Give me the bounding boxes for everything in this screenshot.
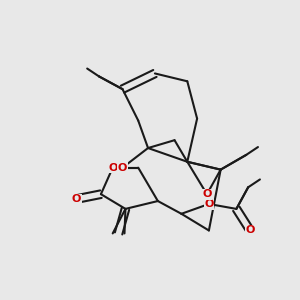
Text: O: O — [72, 194, 81, 204]
Text: O: O — [204, 199, 214, 209]
Text: O: O — [118, 163, 127, 173]
Text: O: O — [245, 226, 255, 236]
Text: O: O — [108, 163, 117, 173]
Text: O: O — [202, 189, 212, 199]
